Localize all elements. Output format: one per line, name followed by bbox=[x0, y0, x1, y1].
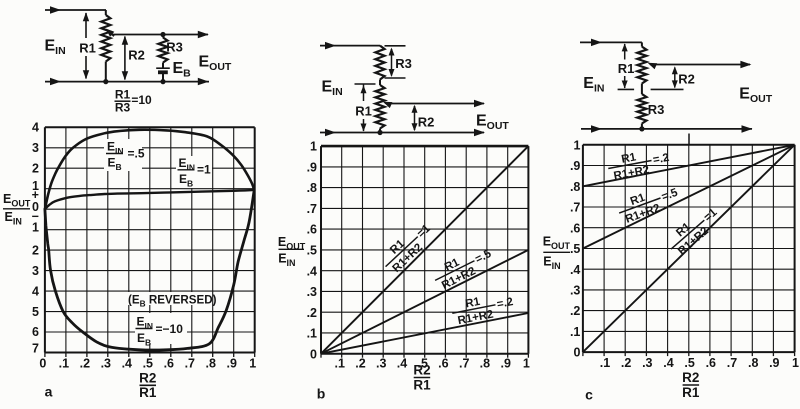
svg-text:7: 7 bbox=[32, 342, 39, 356]
svg-text:.9: .9 bbox=[500, 356, 510, 370]
svg-text:R3: R3 bbox=[395, 56, 412, 71]
svg-text:R2: R2 bbox=[682, 370, 699, 385]
svg-text:1: 1 bbox=[792, 356, 799, 370]
svg-text:1: 1 bbox=[573, 138, 580, 152]
svg-text:.8: .8 bbox=[748, 356, 758, 370]
svg-text:.9: .9 bbox=[570, 159, 580, 173]
svg-text:.1: .1 bbox=[59, 356, 69, 370]
svg-text:R3: R3 bbox=[166, 40, 183, 55]
svg-text:+: + bbox=[32, 188, 39, 202]
svg-text:.3: .3 bbox=[376, 356, 386, 370]
svg-text:b: b bbox=[317, 386, 326, 402]
svg-text:.5: .5 bbox=[417, 356, 427, 370]
svg-text:R1: R1 bbox=[355, 104, 372, 119]
svg-text:R3: R3 bbox=[115, 101, 131, 115]
svg-text:a: a bbox=[45, 384, 53, 400]
svg-text:3: 3 bbox=[32, 264, 39, 278]
svg-text:.5: .5 bbox=[570, 242, 580, 256]
svg-text:.3: .3 bbox=[307, 285, 317, 299]
svg-text:4: 4 bbox=[32, 121, 39, 135]
svg-text:=.2: =.2 bbox=[652, 152, 670, 167]
svg-text:.2: .2 bbox=[621, 356, 631, 370]
svg-text:=.5: =.5 bbox=[128, 147, 145, 161]
svg-text:R1: R1 bbox=[139, 385, 157, 400]
svg-text:1: 1 bbox=[249, 356, 256, 370]
svg-text:=1: =1 bbox=[197, 163, 211, 177]
svg-text:.3: .3 bbox=[570, 284, 580, 298]
svg-text:4: 4 bbox=[32, 284, 39, 298]
svg-text:3: 3 bbox=[32, 141, 39, 155]
svg-text:.1: .1 bbox=[307, 327, 317, 341]
svg-text:.4: .4 bbox=[122, 356, 132, 370]
svg-text:.1: .1 bbox=[570, 325, 580, 339]
svg-text:2: 2 bbox=[32, 161, 39, 175]
svg-text:.8: .8 bbox=[205, 356, 215, 370]
svg-text:.6: .6 bbox=[438, 356, 448, 370]
svg-text:.2: .2 bbox=[80, 356, 90, 370]
svg-text:.7: .7 bbox=[185, 356, 195, 370]
svg-text:5: 5 bbox=[32, 305, 39, 319]
svg-text:.7: .7 bbox=[459, 356, 469, 370]
svg-text:6: 6 bbox=[32, 325, 39, 339]
svg-text:.6: .6 bbox=[570, 221, 580, 235]
svg-text:R2: R2 bbox=[139, 371, 156, 386]
svg-text:.8: .8 bbox=[307, 181, 317, 195]
svg-text:.1: .1 bbox=[600, 356, 610, 370]
svg-text:1: 1 bbox=[310, 140, 317, 154]
svg-text:.2: .2 bbox=[307, 306, 317, 320]
svg-text:.5: .5 bbox=[143, 356, 153, 370]
svg-text:=.2: =.2 bbox=[496, 296, 514, 311]
svg-text:R3: R3 bbox=[648, 102, 665, 117]
svg-text:.9: .9 bbox=[769, 356, 779, 370]
svg-text:.2: .2 bbox=[355, 356, 365, 370]
svg-text:R1: R1 bbox=[464, 296, 481, 311]
svg-text:.3: .3 bbox=[101, 356, 111, 370]
svg-text:0: 0 bbox=[310, 347, 317, 361]
svg-text:.8: .8 bbox=[570, 180, 580, 194]
svg-text:R2: R2 bbox=[418, 115, 435, 130]
svg-text:.9: .9 bbox=[226, 356, 236, 370]
svg-text:.9: .9 bbox=[307, 161, 317, 175]
svg-text:(EB REVERSED): (EB REVERSED) bbox=[128, 294, 217, 309]
svg-text:2: 2 bbox=[32, 243, 39, 257]
svg-text:.2: .2 bbox=[570, 304, 580, 318]
svg-text:1: 1 bbox=[32, 220, 39, 234]
svg-text:.5: .5 bbox=[684, 356, 694, 370]
svg-text:1: 1 bbox=[523, 356, 530, 370]
svg-text:.6: .6 bbox=[706, 356, 716, 370]
svg-text:R2: R2 bbox=[128, 48, 145, 63]
svg-text:.4: .4 bbox=[307, 264, 317, 278]
svg-text:.6: .6 bbox=[164, 356, 174, 370]
svg-text:−: − bbox=[32, 210, 39, 224]
svg-text:=−10: =−10 bbox=[156, 322, 184, 336]
svg-text:.4: .4 bbox=[570, 263, 580, 277]
svg-text:R1: R1 bbox=[620, 151, 637, 166]
svg-text:.5: .5 bbox=[307, 244, 317, 258]
svg-text:.8: .8 bbox=[480, 356, 490, 370]
svg-text:R2: R2 bbox=[678, 71, 695, 86]
svg-text:c: c bbox=[585, 387, 593, 403]
svg-text:R1: R1 bbox=[115, 87, 131, 101]
svg-text:R1: R1 bbox=[79, 41, 96, 56]
svg-text:.7: .7 bbox=[307, 202, 317, 216]
svg-text:.7: .7 bbox=[570, 201, 580, 215]
svg-text:=10: =10 bbox=[131, 93, 152, 107]
svg-text:0: 0 bbox=[39, 356, 46, 370]
svg-text:R1: R1 bbox=[413, 378, 431, 393]
svg-text:.4: .4 bbox=[397, 356, 407, 370]
svg-text:.7: .7 bbox=[727, 356, 737, 370]
svg-text:R1: R1 bbox=[618, 61, 635, 76]
svg-text:R1: R1 bbox=[682, 385, 700, 400]
svg-text:.4: .4 bbox=[663, 356, 673, 370]
svg-text:.1: .1 bbox=[334, 356, 344, 370]
svg-text:0: 0 bbox=[32, 200, 39, 214]
svg-text:1: 1 bbox=[32, 179, 39, 193]
svg-text:R2: R2 bbox=[413, 363, 430, 378]
svg-text:.6: .6 bbox=[307, 223, 317, 237]
svg-text:=.5: =.5 bbox=[660, 187, 680, 204]
svg-text:.3: .3 bbox=[642, 356, 652, 370]
svg-text:0: 0 bbox=[573, 346, 580, 360]
